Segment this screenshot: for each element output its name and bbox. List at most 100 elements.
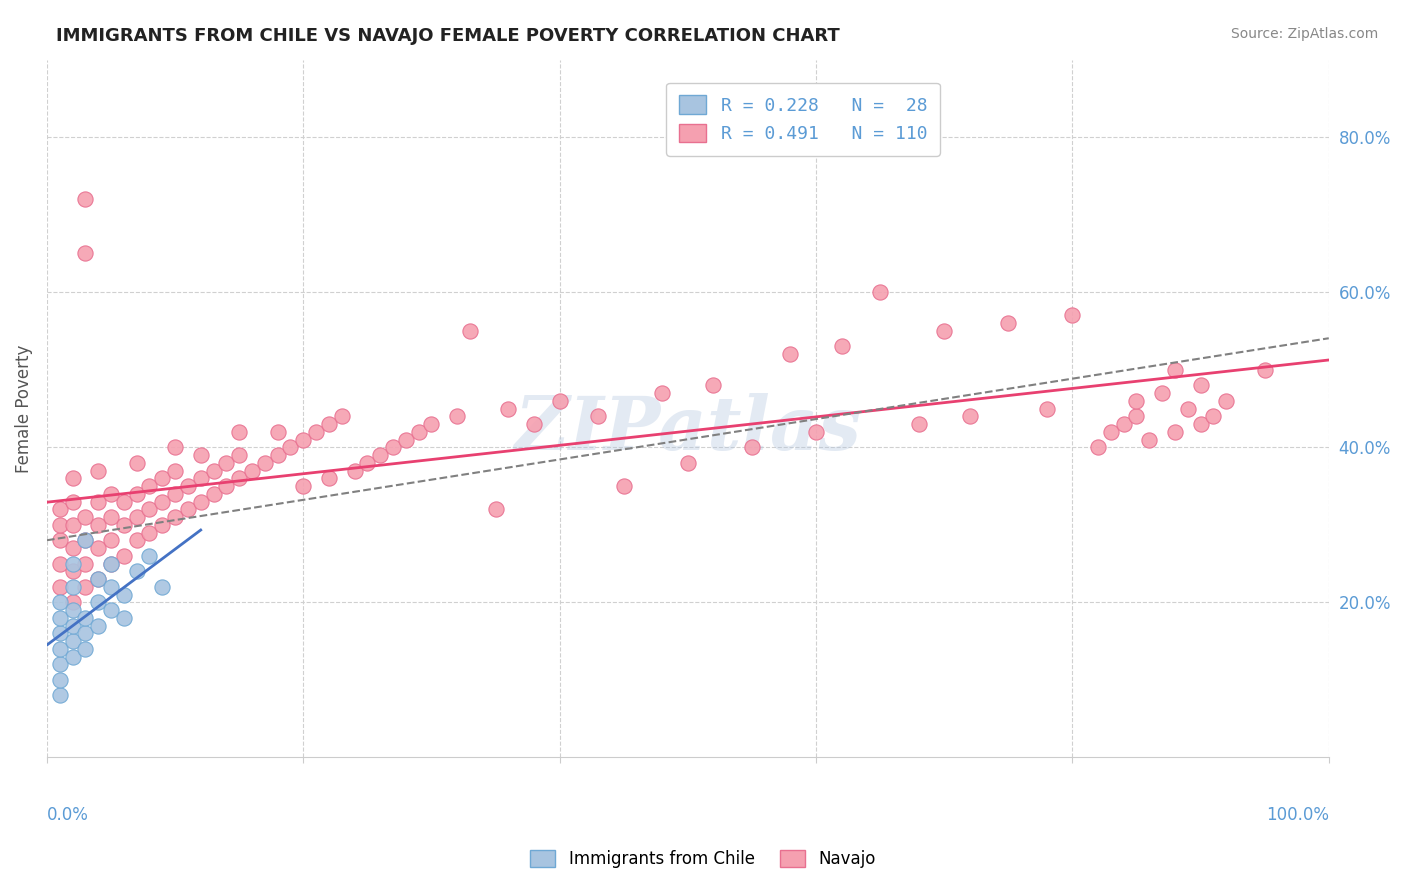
Point [125, 510, 148, 524]
Point [48, 611, 70, 625]
Point [779, 347, 801, 361]
Point [1087, 440, 1109, 454]
Point [62, 494, 84, 508]
Point [75, 533, 97, 548]
Point [87, 463, 110, 477]
Point [1112, 417, 1135, 431]
Point [458, 324, 481, 338]
Point [228, 448, 250, 462]
Point [907, 417, 929, 431]
Point [1253, 362, 1275, 376]
Point [1164, 362, 1187, 376]
Point [48, 689, 70, 703]
Point [138, 502, 160, 516]
Point [62, 649, 84, 664]
Point [1164, 425, 1187, 439]
Y-axis label: Female Poverty: Female Poverty [15, 344, 32, 473]
Point [87, 517, 110, 532]
Point [548, 393, 571, 408]
Point [190, 494, 212, 508]
Point [112, 549, 135, 563]
Point [240, 463, 263, 477]
Point [75, 510, 97, 524]
Point [75, 192, 97, 206]
Point [100, 580, 122, 594]
Point [1125, 409, 1147, 424]
Point [613, 479, 636, 493]
Point [420, 417, 443, 431]
Point [125, 533, 148, 548]
Point [190, 471, 212, 485]
Point [1125, 393, 1147, 408]
Point [165, 510, 187, 524]
Point [343, 463, 366, 477]
Text: IMMIGRANTS FROM CHILE VS NAVAJO FEMALE POVERTY CORRELATION CHART: IMMIGRANTS FROM CHILE VS NAVAJO FEMALE P… [56, 27, 839, 45]
Point [48, 557, 70, 571]
Point [586, 409, 609, 424]
Point [292, 433, 315, 447]
Point [62, 618, 84, 632]
Point [87, 618, 110, 632]
Point [62, 603, 84, 617]
Point [215, 456, 238, 470]
Point [446, 409, 468, 424]
Point [138, 525, 160, 540]
Point [934, 324, 956, 338]
Point [75, 611, 97, 625]
Point [651, 386, 673, 401]
Text: ZIPatlas: ZIPatlas [515, 393, 862, 466]
Point [75, 557, 97, 571]
Point [1137, 433, 1160, 447]
Point [150, 494, 173, 508]
Point [228, 471, 250, 485]
Point [330, 409, 353, 424]
Text: 100.0%: 100.0% [1265, 806, 1329, 824]
Point [100, 510, 122, 524]
Point [831, 339, 853, 353]
Point [484, 502, 506, 516]
Point [1189, 417, 1212, 431]
Point [48, 641, 70, 656]
Point [62, 564, 84, 578]
Point [112, 494, 135, 508]
Point [165, 487, 187, 501]
Point [741, 440, 763, 454]
Point [395, 433, 418, 447]
Point [112, 611, 135, 625]
Point [1035, 401, 1057, 416]
Point [75, 246, 97, 260]
Point [75, 533, 97, 548]
Point [48, 595, 70, 609]
Point [62, 541, 84, 555]
Point [112, 517, 135, 532]
Point [87, 494, 110, 508]
Point [62, 595, 84, 609]
Point [48, 626, 70, 640]
Point [202, 487, 225, 501]
Point [356, 456, 378, 470]
Point [87, 572, 110, 586]
Point [48, 517, 70, 532]
Point [498, 401, 520, 416]
Point [62, 634, 84, 648]
Point [150, 580, 173, 594]
Point [280, 440, 302, 454]
Point [62, 580, 84, 594]
Point [869, 285, 891, 300]
Point [100, 557, 122, 571]
Point [100, 487, 122, 501]
Point [959, 409, 981, 424]
Point [1152, 386, 1174, 401]
Point [1177, 401, 1199, 416]
Point [1202, 409, 1225, 424]
Point [75, 641, 97, 656]
Point [253, 456, 276, 470]
Point [125, 487, 148, 501]
Point [138, 549, 160, 563]
Point [62, 471, 84, 485]
Point [125, 564, 148, 578]
Point [75, 580, 97, 594]
Point [177, 479, 200, 493]
Point [408, 425, 430, 439]
Point [676, 456, 699, 470]
